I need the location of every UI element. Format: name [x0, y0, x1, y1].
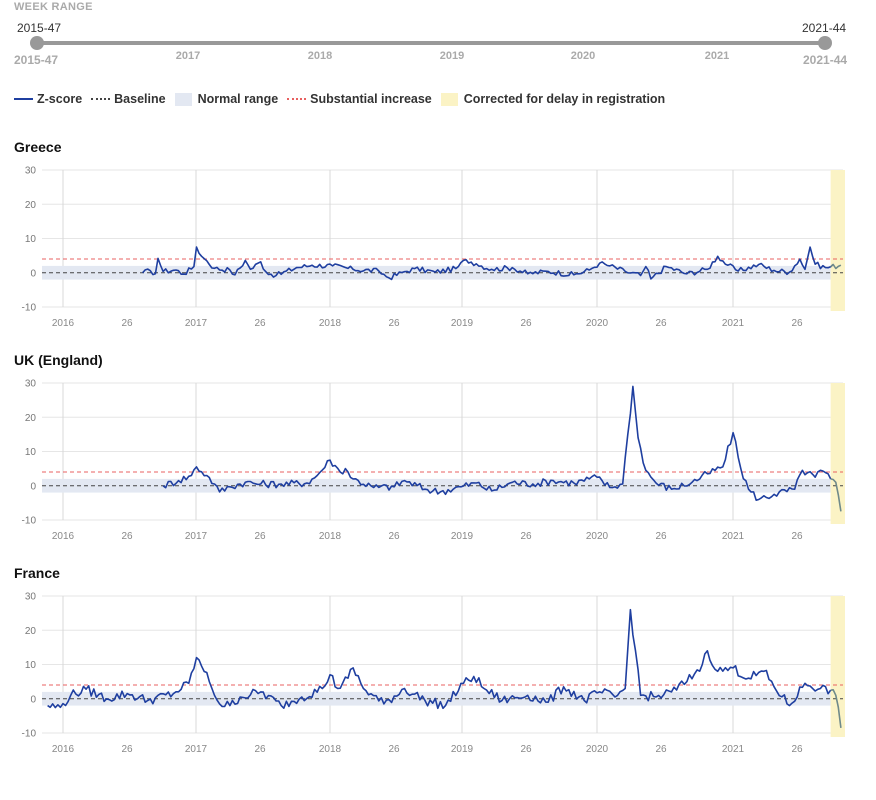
x-tick-label: 26 — [520, 318, 532, 329]
y-tick-label: 20 — [25, 200, 37, 211]
y-tick-label: 30 — [25, 379, 37, 390]
x-tick-label: 26 — [388, 531, 400, 542]
x-tick-label: 26 — [254, 531, 266, 542]
x-tick-label: 2021 — [722, 744, 745, 755]
x-tick-label: 2019 — [451, 318, 474, 329]
y-tick-label: 0 — [30, 694, 36, 705]
x-tick-label: 2018 — [319, 744, 342, 755]
x-tick-label: 26 — [655, 744, 667, 755]
x-tick-label: 2019 — [451, 744, 474, 755]
legend-label: Normal range — [197, 92, 279, 106]
x-tick-label: 26 — [791, 744, 803, 755]
range-tick-label: 2021 — [704, 50, 730, 62]
x-tick-label: 26 — [254, 318, 266, 329]
range-start-handle[interactable] — [30, 36, 44, 50]
y-tick-label: 0 — [30, 481, 36, 492]
range-max-label: 2021-44 — [803, 53, 848, 67]
x-tick-label: 2019 — [451, 531, 474, 542]
x-tick-label: 26 — [254, 744, 266, 755]
week-range-title: WEEK RANGE — [14, 1, 93, 13]
substantial-increase-swatch — [287, 98, 307, 100]
zscore-corrected-line — [830, 263, 842, 270]
range-tick-label: 2019 — [439, 50, 465, 62]
x-tick-label: 26 — [121, 744, 133, 755]
legend-label: Substantial increase — [310, 92, 432, 106]
x-tick-label: 26 — [655, 531, 667, 542]
x-tick-label: 2021 — [722, 318, 745, 329]
x-tick-label: 26 — [388, 318, 400, 329]
x-tick-label: 2016 — [52, 531, 75, 542]
zscore-series-line — [162, 385, 832, 501]
zscore-series-line — [142, 246, 834, 281]
normal-range-swatch — [174, 92, 192, 106]
x-tick-label: 26 — [121, 531, 133, 542]
legend-item-normal-range[interactable]: Normal range — [174, 92, 279, 106]
x-tick-label: 26 — [520, 531, 532, 542]
y-tick-label: -10 — [22, 303, 37, 314]
baseline-swatch — [91, 98, 111, 100]
x-tick-label: 2017 — [185, 318, 208, 329]
legend-item-baseline[interactable]: Baseline — [91, 92, 166, 106]
legend-label: Baseline — [114, 92, 166, 106]
week-range-slider-track[interactable] — [37, 41, 825, 45]
uk-england-zscore-chart: -10 0 10 20 30 2016 26 2017 26 2018 26 2019 26 2020 26… — [22, 379, 845, 542]
zscore-series-line — [47, 608, 832, 710]
greece-zscore-chart: -10 0 10 20 30 2016 26 2017 26 2018 26 2019 26 2020 26… — [22, 166, 845, 329]
legend-label: Corrected for delay in registration — [463, 92, 666, 106]
x-tick-label: 26 — [520, 744, 532, 755]
y-tick-label: 30 — [25, 592, 37, 603]
y-tick-label: 10 — [25, 660, 37, 671]
range-end-handle[interactable] — [818, 36, 832, 50]
range-tick-label: 2017 — [175, 50, 201, 62]
chart-legend: Z-score Baseline Normal range Substantia… — [14, 92, 674, 106]
y-tick-label: 0 — [30, 268, 36, 279]
legend-label: Z-score — [37, 92, 83, 106]
range-start-value: 2015-47 — [17, 21, 62, 35]
chart-title-greece: Greece — [14, 139, 62, 155]
france-zscore-chart: -10 0 10 20 30 2016 26 2017 26 2018 26 2019 26 2020 26… — [22, 592, 845, 755]
y-tick-label: 10 — [25, 447, 37, 458]
x-tick-label: 26 — [791, 531, 803, 542]
x-tick-label: 2016 — [52, 318, 75, 329]
x-tick-label: 26 — [121, 318, 133, 329]
range-tick-label: 2020 — [570, 50, 596, 62]
y-tick-label: 20 — [25, 413, 37, 424]
x-tick-label: 2016 — [52, 744, 75, 755]
y-tick-label: -10 — [22, 516, 37, 527]
x-tick-label: 2020 — [586, 744, 609, 755]
y-tick-label: 10 — [25, 234, 37, 245]
zscore-corrected-line — [830, 478, 842, 512]
x-tick-label: 2017 — [185, 531, 208, 542]
range-end-value: 2021-44 — [802, 21, 847, 35]
legend-item-zscore[interactable]: Z-score — [14, 92, 82, 106]
legend-item-delay-correction[interactable]: Corrected for delay in registration — [440, 92, 666, 106]
x-tick-label: 2018 — [319, 531, 342, 542]
zscore-corrected-line — [830, 689, 842, 728]
y-tick-label: 20 — [25, 626, 37, 637]
x-tick-label: 2021 — [722, 531, 745, 542]
x-tick-label: 26 — [655, 318, 667, 329]
range-tick-label: 2018 — [307, 50, 333, 62]
chart-title-uk-england: UK (England) — [14, 352, 103, 368]
y-tick-label: -10 — [22, 729, 37, 740]
x-tick-label: 2018 — [319, 318, 342, 329]
x-tick-label: 2017 — [185, 744, 208, 755]
delay-correction-band — [830, 170, 845, 311]
delay-correction-swatch — [440, 92, 458, 106]
x-tick-label: 2020 — [586, 531, 609, 542]
y-tick-label: 30 — [25, 166, 37, 177]
delay-correction-band — [830, 383, 845, 524]
zscore-swatch — [14, 98, 33, 100]
range-min-label: 2015-47 — [14, 53, 59, 67]
x-tick-label: 26 — [388, 744, 400, 755]
chart-title-france: France — [14, 565, 60, 581]
x-tick-label: 26 — [791, 318, 803, 329]
x-tick-label: 2020 — [586, 318, 609, 329]
legend-item-substantial-increase[interactable]: Substantial increase — [287, 92, 432, 106]
delay-correction-band — [830, 596, 845, 737]
